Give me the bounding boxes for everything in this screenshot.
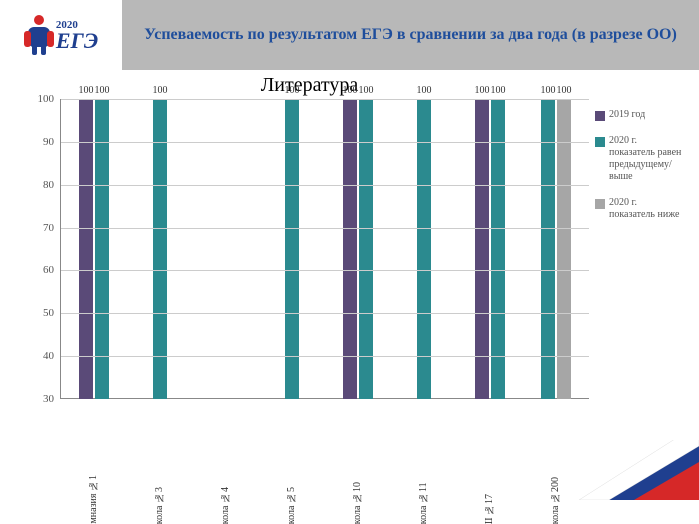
category-group: 100100 <box>61 99 127 399</box>
category-group: 100 <box>259 99 325 399</box>
x-tick-label: Школа №4 <box>220 475 231 524</box>
logo-text-block: 2020 ЕГЭ <box>56 19 98 51</box>
y-tick: 50 <box>43 307 54 319</box>
ege-logo: 2020 ЕГЭ <box>24 13 98 57</box>
grid-line <box>61 99 589 100</box>
legend-swatch <box>595 137 605 147</box>
category-group: 100 <box>391 99 457 399</box>
y-axis: 30405060708090100 <box>10 99 60 399</box>
bar-value-label: 100 <box>343 85 358 96</box>
y-tick: 40 <box>43 350 54 362</box>
bar: 100 <box>541 99 555 399</box>
bar: 100 <box>95 99 109 399</box>
legend-label: 2020 г. показатель ниже <box>609 197 685 221</box>
legend-label: 2019 год <box>609 109 645 121</box>
y-tick: 30 <box>43 393 54 405</box>
logo-container: 2020 ЕГЭ <box>0 0 122 70</box>
y-tick: 100 <box>38 93 55 105</box>
x-tick-label: Гимназия №1 <box>88 475 99 524</box>
legend: 2019 год 2020 г. показатель равен предыду… <box>589 99 689 469</box>
bar-value-label: 100 <box>475 85 490 96</box>
legend-swatch <box>595 111 605 121</box>
grid-line <box>61 313 589 314</box>
x-tick: СШ №17 <box>457 469 523 524</box>
x-tick: Школа №10 <box>325 469 391 524</box>
x-tick: Школа №11 <box>391 469 457 524</box>
x-tick-label: Школа №10 <box>352 475 363 524</box>
grid-line <box>61 356 589 357</box>
y-tick: 80 <box>43 179 54 191</box>
bar-value-label: 100 <box>95 85 110 96</box>
plot: 100100100100100100100100100100100 <box>60 99 589 399</box>
category-group: 100100 <box>457 99 523 399</box>
x-tick-label: Школа №200 <box>550 475 561 524</box>
grid-line <box>61 142 589 143</box>
bar-value-label: 100 <box>285 85 300 96</box>
grid-line <box>61 228 589 229</box>
page-title: Успеваемость по результатом ЕГЭ в сравне… <box>132 25 689 44</box>
bars-layer: 100100100100100100100100100100100 <box>61 99 589 399</box>
bar-value-label: 100 <box>417 85 432 96</box>
y-tick: 60 <box>43 264 54 276</box>
chart-area: Литература 30405060708090100 10010010010… <box>0 70 699 500</box>
x-tick: Школа №4 <box>192 469 258 524</box>
bar: 100 <box>491 99 505 399</box>
legend-item: 2020 г. показатель равен предыдущему/выш… <box>595 135 685 183</box>
header-band: 2020 ЕГЭ Успеваемость по результатом ЕГЭ… <box>0 0 699 70</box>
bar-value-label: 100 <box>541 85 556 96</box>
category-group: 100 <box>127 99 193 399</box>
bar-value-label: 100 <box>491 85 506 96</box>
plot-row: 30405060708090100 1001001001001001001001… <box>10 99 689 469</box>
corner-flag <box>579 440 699 500</box>
legend-swatch <box>595 199 605 209</box>
x-axis: Гимназия №1 Школа №3 Школа №4 Школа №5 Школа… <box>60 469 589 524</box>
logo-text: ЕГЭ <box>56 31 98 51</box>
bar-value-label: 100 <box>557 85 572 96</box>
bar-value-label: 100 <box>359 85 374 96</box>
x-tick: Школа №5 <box>258 469 324 524</box>
legend-item: 2020 г. показатель ниже <box>595 197 685 221</box>
x-tick: Гимназия №1 <box>60 469 126 524</box>
x-tick-label: Школа №5 <box>286 475 297 524</box>
legend-label: 2020 г. показатель равен предыдущему/выш… <box>609 135 685 183</box>
y-tick: 70 <box>43 222 54 234</box>
bar: 100 <box>359 99 373 399</box>
people-icon <box>24 13 54 57</box>
x-tick-label: Школа №11 <box>418 475 429 524</box>
x-tick-label: СШ №17 <box>484 475 495 524</box>
bar-value-label: 100 <box>79 85 94 96</box>
bar: 100 <box>79 99 93 399</box>
grid-line <box>61 185 589 186</box>
x-tick-label: Школа №3 <box>154 475 165 524</box>
legend-item: 2019 год <box>595 109 685 121</box>
grid-line <box>61 270 589 271</box>
bar: 100 <box>557 99 571 399</box>
bar: 100 <box>153 99 167 399</box>
x-tick: Школа №3 <box>126 469 192 524</box>
category-group: 100100 <box>325 99 391 399</box>
y-tick: 90 <box>43 136 54 148</box>
bar: 100 <box>343 99 357 399</box>
title-wrap: Успеваемость по результатом ЕГЭ в сравне… <box>122 21 699 48</box>
bar: 100 <box>475 99 489 399</box>
bar-value-label: 100 <box>153 85 168 96</box>
category-group: 100100 <box>523 99 589 399</box>
bar: 100 <box>285 99 299 399</box>
bar: 100 <box>417 99 431 399</box>
category-group <box>193 99 259 399</box>
